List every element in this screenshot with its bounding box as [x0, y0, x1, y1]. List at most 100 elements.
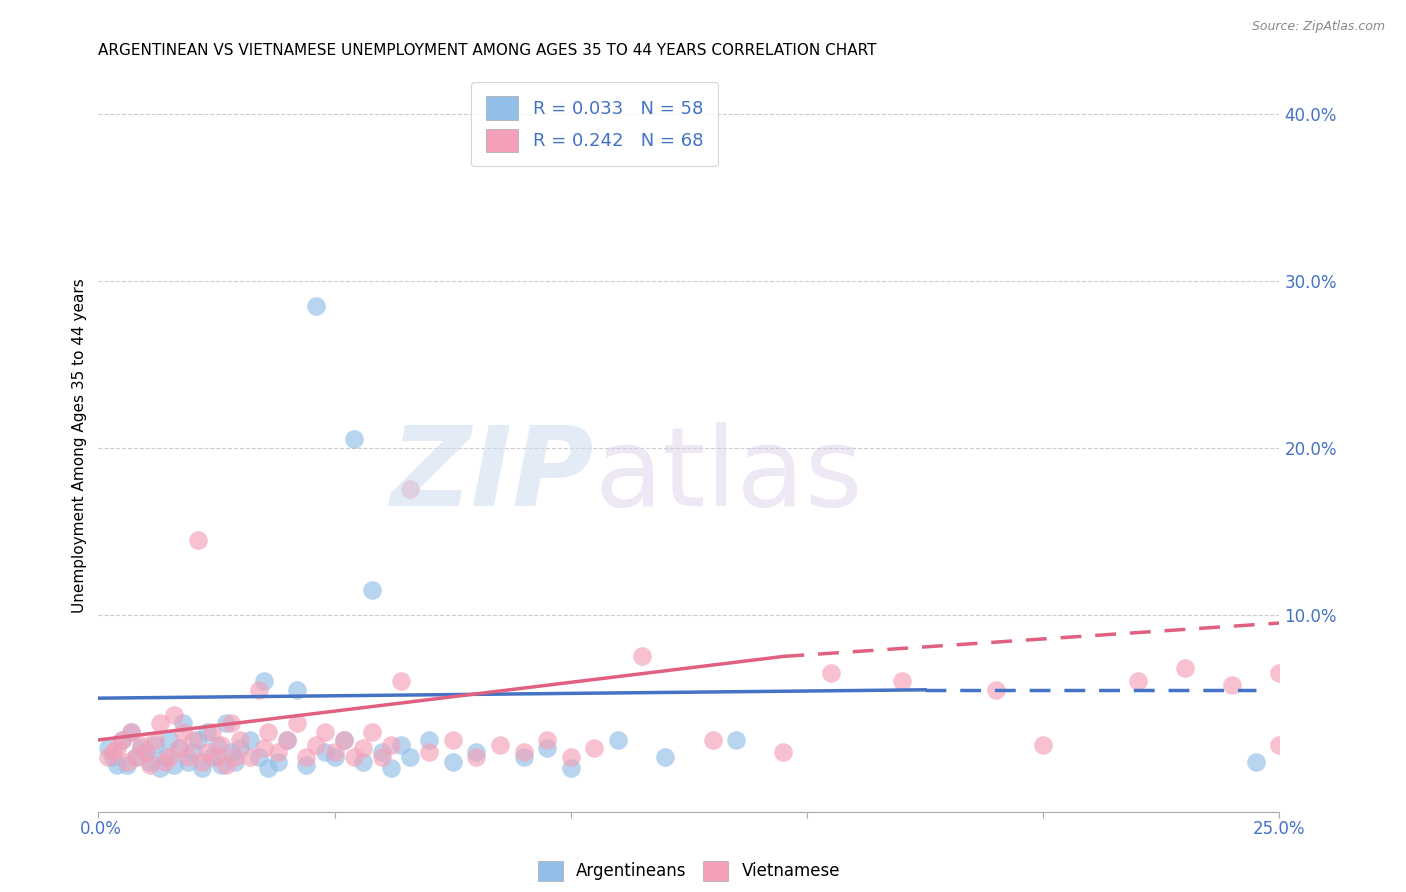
Point — [253, 674, 276, 689]
Point — [215, 758, 238, 772]
Point — [702, 732, 724, 747]
Point — [267, 745, 290, 759]
Point — [1220, 678, 1243, 692]
Point — [323, 749, 346, 764]
Point — [181, 732, 204, 747]
Point — [295, 758, 318, 772]
Point — [984, 682, 1007, 697]
Point — [371, 745, 394, 759]
Point — [205, 738, 228, 752]
Point — [125, 749, 148, 764]
Point — [97, 741, 120, 756]
Point — [129, 741, 152, 756]
Point — [215, 716, 238, 731]
Point — [101, 749, 124, 764]
Point — [167, 741, 190, 756]
Point — [489, 738, 512, 752]
Point — [209, 738, 232, 752]
Y-axis label: Unemployment Among Ages 35 to 44 years: Unemployment Among Ages 35 to 44 years — [72, 278, 87, 614]
Point — [1268, 738, 1291, 752]
Point — [139, 755, 162, 769]
Point — [1126, 674, 1149, 689]
Point — [247, 749, 270, 764]
Point — [399, 483, 422, 497]
Point — [560, 749, 582, 764]
Point — [1244, 755, 1267, 769]
Point — [153, 755, 176, 769]
Point — [209, 758, 232, 772]
Point — [267, 755, 290, 769]
Point — [205, 749, 228, 764]
Point — [285, 682, 308, 697]
Point — [177, 749, 200, 764]
Point — [536, 732, 558, 747]
Point — [1174, 661, 1197, 675]
Point — [441, 732, 464, 747]
Point — [465, 749, 488, 764]
Point — [135, 745, 157, 759]
Point — [97, 749, 120, 764]
Point — [512, 745, 534, 759]
Point — [890, 674, 912, 689]
Text: ZIP: ZIP — [391, 422, 595, 529]
Point — [149, 716, 172, 731]
Point — [371, 749, 394, 764]
Point — [389, 738, 412, 752]
Point — [305, 738, 328, 752]
Point — [399, 749, 422, 764]
Point — [219, 716, 242, 731]
Text: 25.0%: 25.0% — [1253, 820, 1306, 838]
Point — [314, 724, 336, 739]
Point — [285, 716, 308, 731]
Point — [195, 724, 218, 739]
Point — [380, 738, 402, 752]
Point — [239, 732, 262, 747]
Point — [342, 749, 364, 764]
Point — [333, 732, 356, 747]
Point — [157, 732, 180, 747]
Point — [229, 741, 252, 756]
Point — [512, 749, 534, 764]
Point — [172, 724, 194, 739]
Point — [163, 758, 186, 772]
Point — [630, 649, 652, 664]
Point — [167, 741, 190, 756]
Point — [177, 755, 200, 769]
Point — [276, 732, 298, 747]
Point — [583, 741, 606, 756]
Point — [342, 433, 364, 447]
Point — [352, 755, 374, 769]
Point — [257, 761, 280, 775]
Point — [139, 758, 162, 772]
Point — [201, 724, 224, 739]
Point — [725, 732, 748, 747]
Point — [465, 745, 488, 759]
Point — [105, 741, 128, 756]
Point — [247, 682, 270, 697]
Point — [111, 732, 134, 747]
Point — [149, 761, 172, 775]
Point — [820, 666, 842, 681]
Point — [361, 724, 384, 739]
Point — [201, 749, 224, 764]
Point — [352, 741, 374, 756]
Point — [1268, 666, 1291, 681]
Point — [121, 724, 143, 739]
Point — [115, 758, 138, 772]
Point — [654, 749, 676, 764]
Point — [163, 707, 186, 722]
Point — [418, 732, 440, 747]
Point — [560, 761, 582, 775]
Point — [253, 741, 276, 756]
Point — [101, 745, 124, 759]
Point — [441, 755, 464, 769]
Point — [229, 732, 252, 747]
Point — [361, 582, 384, 597]
Point — [772, 745, 794, 759]
Text: Source: ZipAtlas.com: Source: ZipAtlas.com — [1251, 20, 1385, 33]
Point — [191, 761, 214, 775]
Point — [129, 738, 152, 752]
Point — [135, 745, 157, 759]
Point — [305, 299, 328, 313]
Point — [105, 758, 128, 772]
